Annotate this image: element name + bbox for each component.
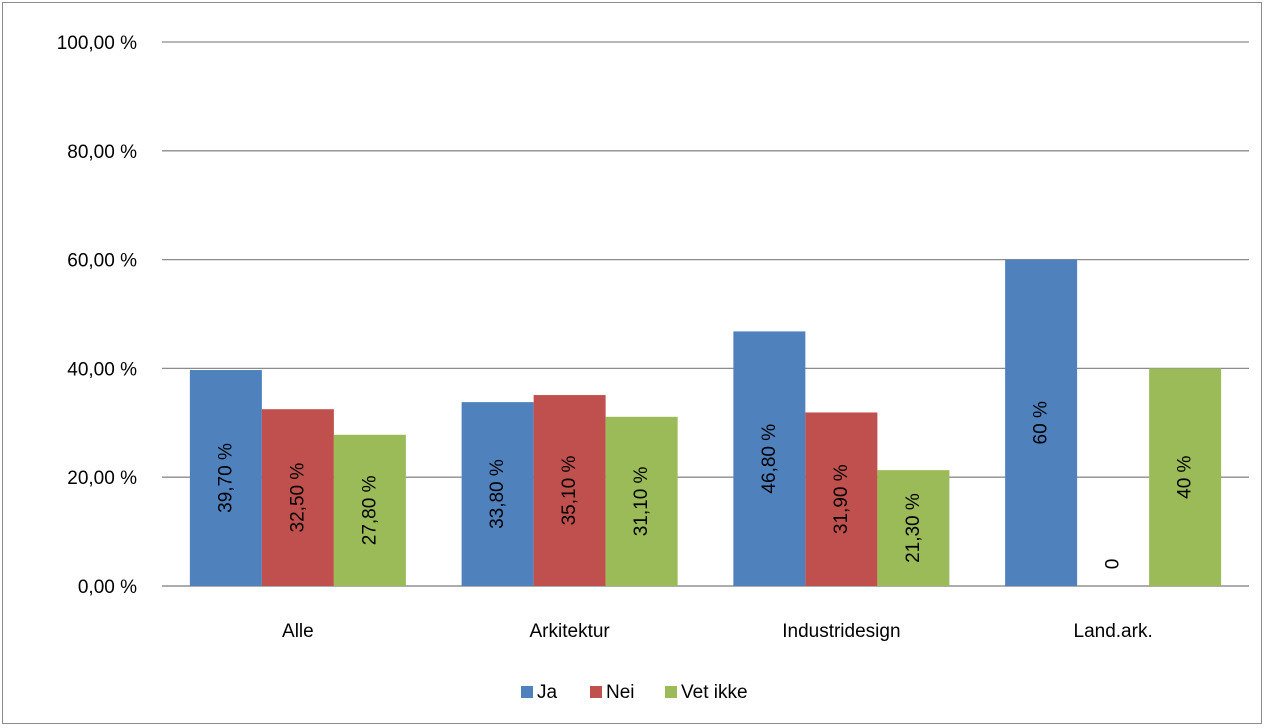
data-label: 31,10 % — [631, 466, 652, 536]
data-label: 27,80 % — [359, 475, 380, 545]
data-label: 32,50 % — [287, 463, 308, 533]
category-label: Alle — [282, 621, 314, 642]
y-tick-label: 80,00 % — [67, 142, 137, 163]
data-label: 0 — [1103, 559, 1124, 570]
data-label: 40 % — [1175, 455, 1196, 498]
bar-nei — [261, 409, 334, 586]
bar-nei — [805, 412, 878, 586]
legend-label: Ja — [537, 682, 558, 703]
bars — [189, 259, 1222, 586]
bar-ja — [189, 370, 262, 586]
y-tick-label: 100,00 % — [57, 33, 137, 54]
data-label: 35,10 % — [559, 456, 580, 526]
category-label: Industridesign — [782, 621, 900, 642]
y-tick-label: 60,00 % — [67, 251, 137, 272]
y-tick-label: 40,00 % — [67, 359, 137, 380]
bar-nei — [533, 395, 606, 586]
y-axis-tick-labels: 0,00 % 20,00 % 40,00 % 60,00 % 80,00 % 100,00… — [57, 33, 137, 598]
legend-label: Vet ikke — [681, 682, 748, 703]
bar-ja — [1005, 259, 1078, 586]
data-labels: 39,70 % 32,50 % 27,80 % 33,80 % 35,10 % 31,10… — [215, 401, 1195, 569]
y-tick-label: 20,00 % — [67, 468, 137, 489]
category-labels: Alle Arkitektur Industridesign Land.ark. — [282, 621, 1153, 642]
data-label: 21,30 % — [903, 493, 924, 563]
bar-vet-ikke — [877, 470, 950, 586]
bar-vet-ikke — [333, 434, 406, 586]
bar-vet-ikke — [605, 416, 678, 586]
legend: Ja Nei Vet ikke — [521, 682, 748, 703]
legend-swatch — [590, 686, 602, 698]
data-label: 33,80 % — [487, 459, 508, 529]
data-label: 60 % — [1031, 401, 1052, 444]
data-label: 31,90 % — [831, 464, 852, 534]
legend-swatch — [521, 686, 533, 698]
data-label: 46,80 % — [759, 424, 780, 494]
y-tick-label: 0,00 % — [78, 577, 137, 598]
category-label: Land.ark. — [1074, 621, 1153, 642]
bar-ja — [733, 331, 806, 586]
bar-vet-ikke — [1149, 368, 1222, 586]
category-label: Arkitektur — [530, 621, 611, 642]
legend-swatch — [665, 686, 677, 698]
data-label: 39,70 % — [215, 443, 236, 513]
legend-label: Nei — [606, 682, 635, 703]
bar-ja — [461, 402, 534, 586]
